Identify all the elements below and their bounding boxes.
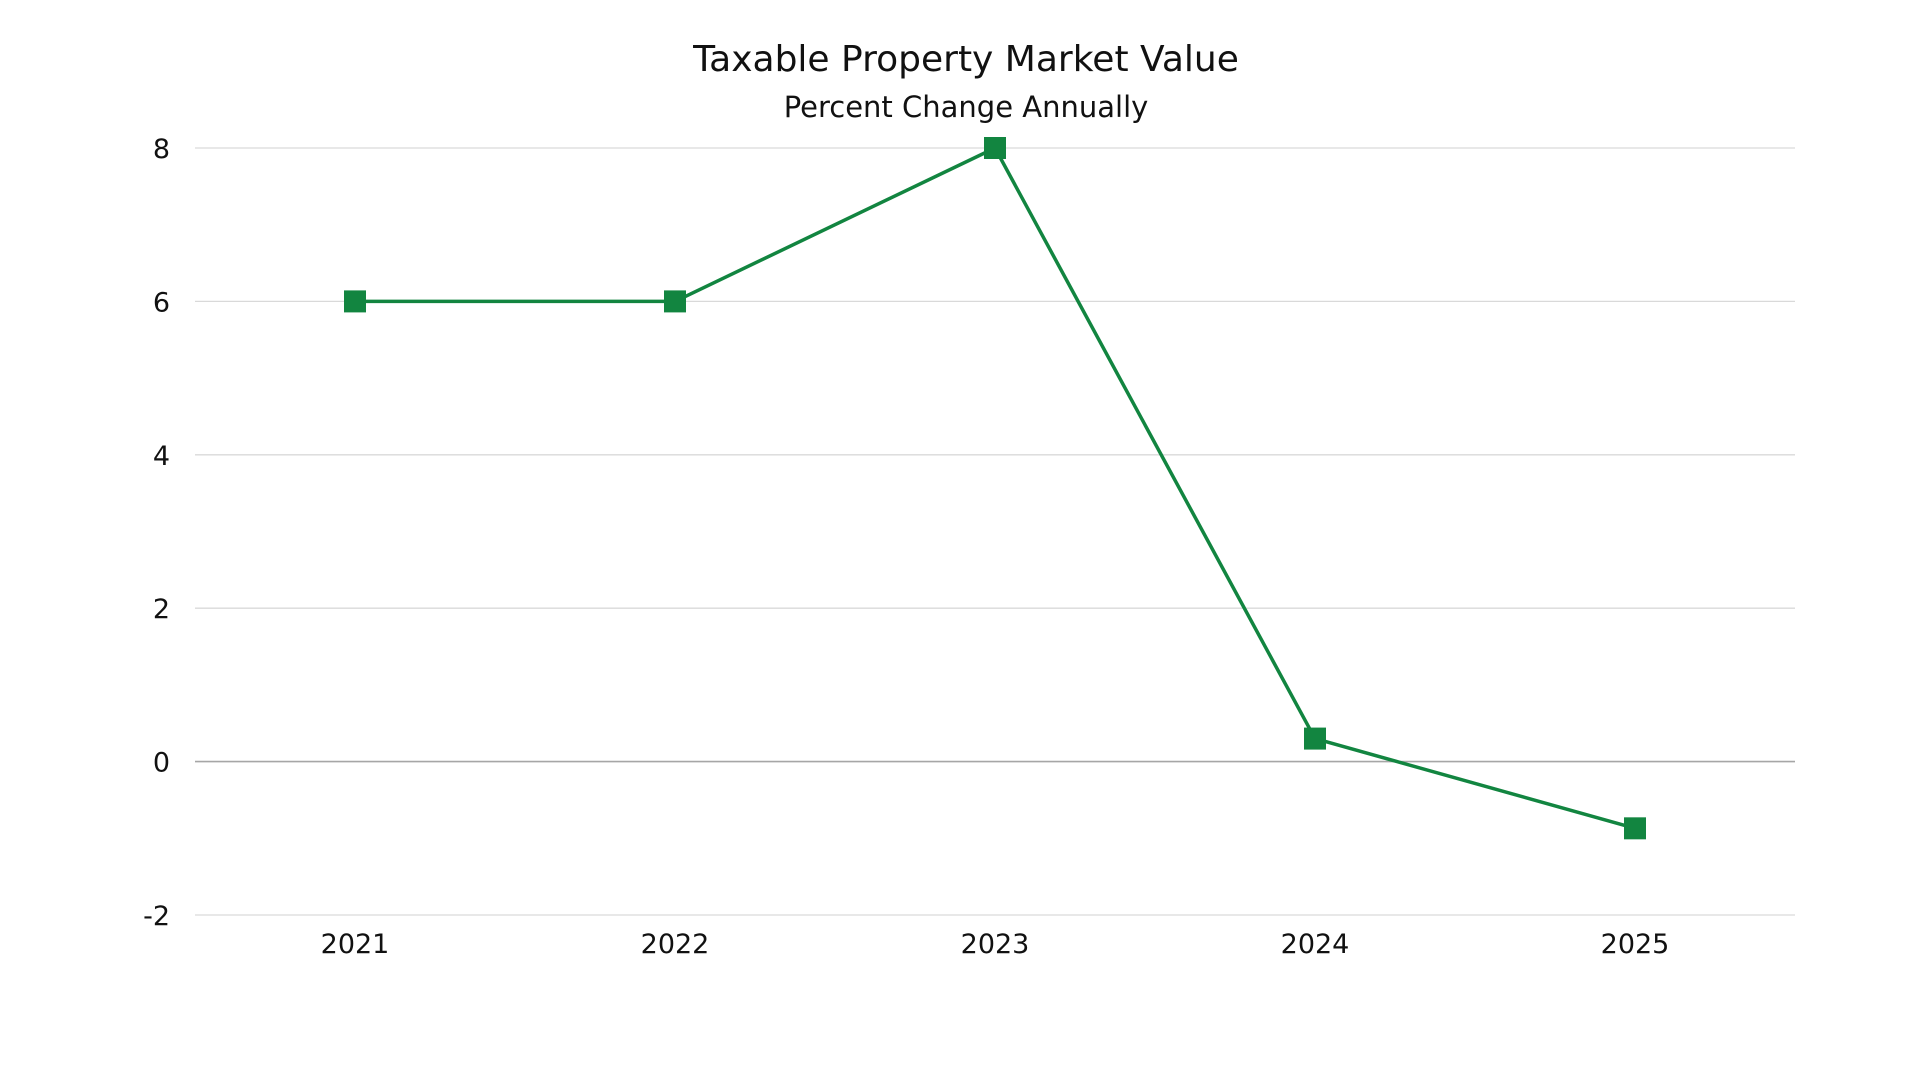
x-tick-label: 2025 xyxy=(1601,929,1670,960)
y-tick-label: 6 xyxy=(153,287,170,318)
series-line xyxy=(355,146,1636,831)
y-axis-ticks: -2 0 2 4 6 8 xyxy=(143,134,170,932)
chart-subtitle: Percent Change Annually xyxy=(784,90,1149,124)
x-axis-ticks: 2021 2022 2023 2024 2025 xyxy=(321,929,1670,960)
x-tick-label: 2023 xyxy=(961,929,1030,960)
data-point-marker xyxy=(344,290,366,313)
series-layer xyxy=(344,137,1646,840)
data-point-marker xyxy=(984,137,1006,159)
y-tick-label: 8 xyxy=(153,134,170,165)
data-point-marker xyxy=(1624,817,1646,840)
data-point-marker xyxy=(664,290,686,313)
gridlines xyxy=(195,147,1795,916)
chart-title: Taxable Property Market Value xyxy=(692,39,1239,80)
data-point-marker xyxy=(1304,727,1326,750)
y-tick-label: 0 xyxy=(153,748,170,779)
x-tick-label: 2024 xyxy=(1281,929,1350,960)
x-tick-label: 2021 xyxy=(321,929,390,960)
y-tick-label: 2 xyxy=(153,594,170,625)
y-tick-label: -2 xyxy=(143,901,170,932)
x-tick-label: 2022 xyxy=(641,929,710,960)
y-tick-label: 4 xyxy=(153,441,170,472)
